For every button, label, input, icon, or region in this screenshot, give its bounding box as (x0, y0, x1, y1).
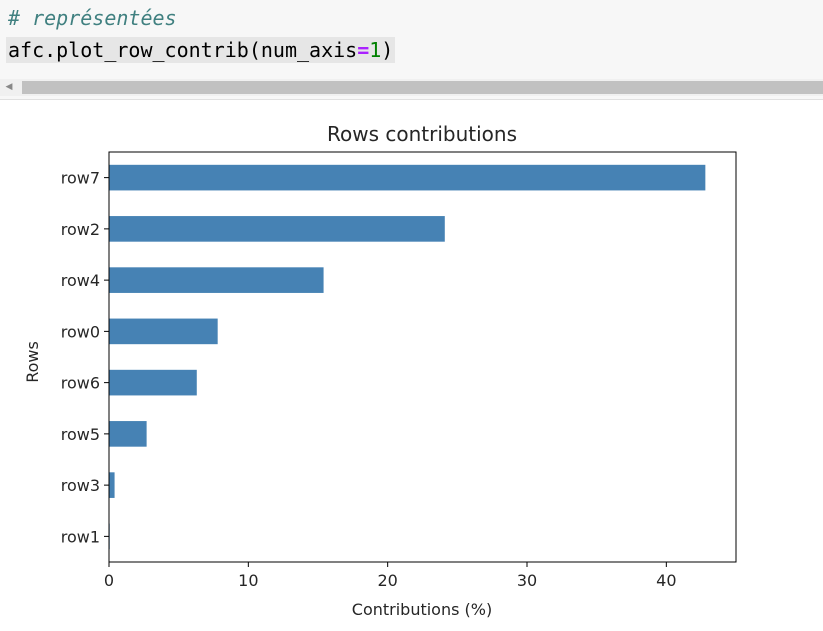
horizontal-scrollbar[interactable]: ◀ (0, 79, 823, 96)
code-cell[interactable]: # représentées afc.plot_row_contrib(num_… (0, 0, 823, 100)
x-tick-label: 40 (656, 571, 676, 590)
scrollbar-thumb[interactable] (22, 81, 823, 94)
bar-row7 (109, 164, 706, 191)
bar-row6 (109, 369, 197, 396)
y-tick-label: row7 (61, 169, 100, 188)
y-tick-label: row0 (61, 322, 100, 341)
plot-frame (108, 151, 737, 563)
code-comment: # représentées (8, 6, 177, 30)
y-tick-label: row1 (61, 527, 100, 546)
x-tick-label: 20 (377, 571, 397, 590)
x-tick-label: 0 (104, 571, 114, 590)
bar-row5 (109, 421, 147, 447)
code-call-prefix: afc.plot_row_contrib(num_axis (8, 38, 358, 62)
bar-row4 (109, 267, 324, 293)
y-tick-label: row4 (61, 271, 100, 290)
y-axis-label: Rows (23, 341, 42, 383)
chart-title: Rows contributions (327, 122, 517, 146)
rows-contributions-chart: Rows contributions Rows Contributions (%… (23, 122, 737, 619)
x-tick-label: 30 (517, 571, 537, 590)
y-tick-label: row5 (61, 425, 100, 444)
bar-row0 (109, 318, 218, 345)
bar-row3 (109, 472, 115, 498)
x-axis-label: Contributions (%) (352, 600, 492, 619)
code-call-suffix: ) (381, 38, 394, 62)
y-tick-label: row6 (61, 374, 100, 393)
scroll-left-icon[interactable]: ◀ (5, 82, 13, 92)
code-call-line: afc.plot_row_contrib(num_axis=1) (6, 37, 396, 63)
code-number: 1 (369, 38, 382, 62)
x-tick-label: 10 (238, 571, 258, 590)
bar-row2 (109, 216, 445, 242)
y-tick-label: row3 (61, 476, 100, 495)
y-tick-label: row2 (61, 220, 100, 239)
code-operator: = (357, 38, 370, 62)
